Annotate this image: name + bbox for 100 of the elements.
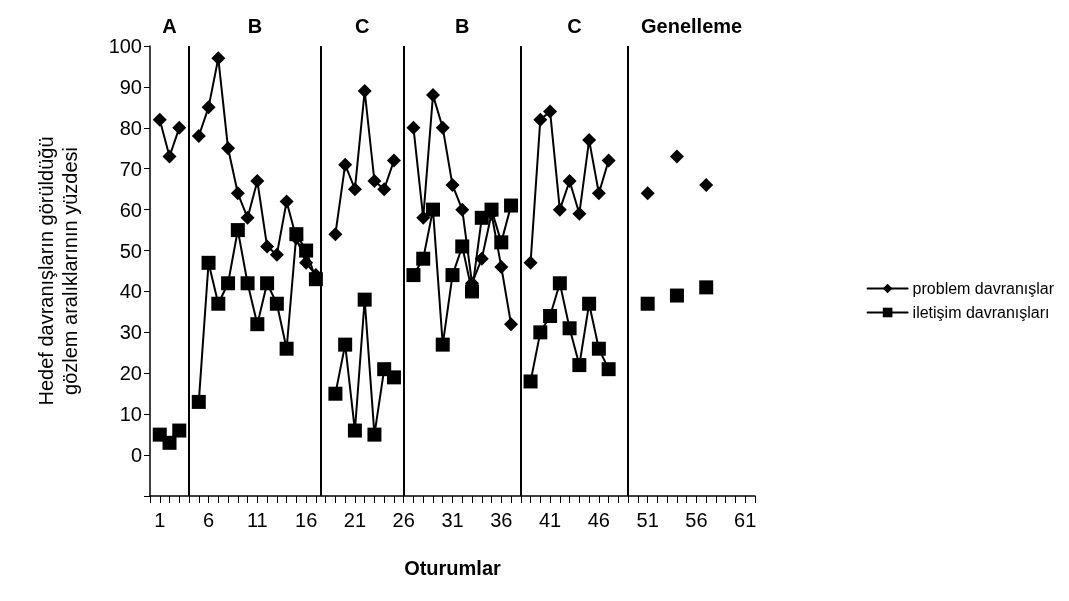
- point: [211, 296, 226, 311]
- point: [162, 435, 177, 450]
- y-axis-title: Hedef davranışların görüldüğü gözlem aralıklarının yüzdesi: [35, 136, 81, 406]
- point: [582, 296, 597, 311]
- x-tick-label: 11: [246, 509, 268, 531]
- x-tick-label: 16: [295, 509, 318, 531]
- point: [240, 210, 255, 225]
- point: [455, 202, 470, 217]
- point: [367, 174, 382, 188]
- point: [416, 251, 431, 266]
- point: [523, 255, 538, 270]
- point: [377, 182, 392, 197]
- point: [172, 120, 187, 135]
- point: [338, 337, 353, 352]
- point: [260, 276, 275, 291]
- y-tick-label: 70: [119, 157, 142, 180]
- point: [640, 186, 655, 201]
- point: [406, 268, 421, 283]
- point: [640, 296, 655, 311]
- point: [240, 276, 255, 291]
- x-tick-label: 46: [587, 509, 610, 531]
- x-tick-label: 36: [490, 509, 513, 531]
- x-tick-label: 21: [343, 509, 367, 531]
- point: [699, 178, 714, 193]
- point: [494, 259, 509, 274]
- point: [386, 153, 401, 168]
- point: [357, 84, 372, 98]
- point: [416, 210, 431, 225]
- point: [425, 202, 440, 217]
- x-tick-label: 26: [392, 509, 415, 531]
- point: [533, 112, 548, 127]
- y-tick-label: 90: [119, 75, 142, 98]
- x-tick-label: 1: [154, 509, 166, 531]
- point: [328, 386, 343, 401]
- point: [230, 223, 245, 238]
- y-tick-label: 30: [119, 321, 142, 344]
- point: [191, 129, 206, 143]
- point: [699, 280, 714, 295]
- point: [299, 255, 314, 270]
- legend-label: iletişim davranışları: [912, 304, 1050, 321]
- point: [250, 174, 265, 188]
- point: [552, 202, 567, 217]
- point: [357, 292, 372, 307]
- text: B: [455, 15, 470, 37]
- point: [562, 321, 577, 336]
- point: [211, 51, 226, 66]
- point: [221, 276, 236, 291]
- point: [591, 186, 606, 201]
- point: [347, 423, 362, 438]
- point: [504, 198, 519, 213]
- y-tick-label: 0: [130, 444, 142, 467]
- text: Genelleme: [640, 15, 743, 37]
- x-tick-label: 56: [685, 509, 708, 531]
- text: A: [162, 15, 177, 37]
- point: [601, 362, 616, 377]
- text: C: [567, 15, 582, 37]
- point: [669, 149, 684, 164]
- y-tick-label: 60: [119, 198, 142, 221]
- point: [328, 227, 343, 242]
- point: [201, 255, 216, 270]
- point: [543, 309, 558, 323]
- x-tick-label: 61: [734, 509, 757, 531]
- point: [562, 174, 577, 188]
- point: [162, 149, 177, 164]
- point: [406, 120, 421, 135]
- point: [260, 239, 275, 254]
- y-tick-label: 20: [119, 362, 142, 385]
- point: [582, 133, 597, 148]
- point: [386, 370, 401, 385]
- point: [172, 423, 187, 438]
- x-tick-label: 51: [636, 509, 659, 531]
- point: [445, 268, 460, 283]
- point: [269, 247, 284, 262]
- point: [435, 120, 450, 135]
- point: [445, 178, 460, 193]
- point: [425, 88, 440, 103]
- point: [250, 317, 265, 332]
- x-axis-title: Oturumlar: [404, 557, 502, 579]
- point: [201, 100, 216, 115]
- y-tick-label: 100: [108, 35, 142, 57]
- x-tick-label: 41: [538, 509, 562, 531]
- x-tick-label: 31: [441, 509, 464, 531]
- point: [269, 296, 284, 311]
- point: [601, 153, 616, 168]
- point: [347, 182, 362, 197]
- point: [591, 341, 606, 356]
- point: [523, 374, 538, 389]
- point: [230, 186, 245, 201]
- point: [152, 112, 167, 127]
- point: [669, 288, 684, 303]
- y-tick-label: 10: [119, 403, 142, 426]
- y-tick-label: 40: [119, 280, 142, 303]
- point: [367, 427, 382, 442]
- point: [279, 341, 294, 356]
- text: B: [247, 15, 263, 37]
- point: [221, 141, 236, 156]
- text: C: [355, 15, 370, 37]
- legend-label: problem davranışlar: [912, 280, 1055, 297]
- point: [279, 194, 294, 209]
- point: [533, 325, 548, 340]
